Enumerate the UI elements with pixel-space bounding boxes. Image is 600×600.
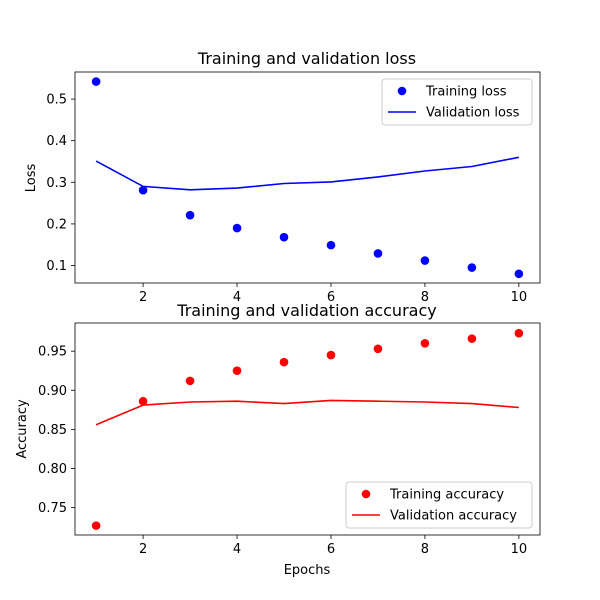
accuracy-chart-x-tick-label: 2 — [139, 542, 147, 557]
accuracy-chart-series-0-point — [279, 357, 289, 367]
loss-chart-series-1-line — [95, 156, 520, 191]
accuracy-chart-x-tick-label: 8 — [421, 542, 429, 557]
loss-chart-y-tick-label: 0.3 — [46, 176, 67, 191]
accuracy-chart-series-1-line — [95, 399, 519, 426]
loss-chart-legend-label: Validation loss — [426, 106, 520, 121]
loss-chart-y-tick-label: 0.2 — [46, 217, 67, 232]
loss-chart-plot-area: 2 4 6 8 10 0.1 0.2 0.3 0.4 0.5 Training loss Valida… — [46, 71, 541, 305]
loss-chart-x-tick-label: 10 — [511, 290, 528, 305]
accuracy-chart-series-0-point — [420, 339, 430, 348]
loss-chart: Training and validation loss Loss 2 4 6 8 10… — [24, 49, 541, 305]
accuracy-chart-series-0-point — [514, 328, 524, 338]
accuracy-chart-title: Training and validation accuracy — [176, 301, 436, 320]
loss-chart-x-tick-label: 4 — [233, 290, 241, 305]
loss-chart-series-0-point — [420, 256, 430, 265]
accuracy-chart-legend-box — [345, 481, 533, 529]
loss-chart-legend: Training loss Validation loss — [381, 78, 533, 126]
accuracy-chart-y-tick-label: 0.90 — [38, 384, 67, 399]
accuracy-chart-series-0-point — [373, 344, 383, 354]
loss-chart-x-tick-label: 8 — [421, 290, 429, 305]
loss-chart-series-0-point — [514, 269, 524, 279]
accuracy-chart-y-tick-label: 0.85 — [38, 423, 67, 438]
accuracy-chart-series-0-point — [467, 334, 477, 343]
loss-chart-series-0-point — [138, 185, 148, 195]
accuracy-chart-series-0-point — [326, 350, 336, 360]
accuracy-chart-series-0-point — [185, 376, 195, 386]
loss-chart-x-tick-label: 6 — [327, 290, 335, 305]
accuracy-chart-x-tick-label: 6 — [327, 542, 335, 557]
loss-chart-series-0-point — [467, 263, 477, 272]
loss-chart-series-0-point — [279, 232, 289, 242]
accuracy-chart-x-tick-label: 4 — [233, 542, 241, 557]
accuracy-chart-y-tick-label: 0.75 — [38, 501, 67, 516]
accuracy-chart-xlabel: Epochs — [284, 563, 331, 578]
loss-chart-series-0-point — [91, 77, 101, 86]
accuracy-chart-ylabel: Accuracy — [15, 399, 30, 459]
accuracy-chart-y-tick-label: 0.80 — [38, 462, 67, 477]
accuracy-chart: Training and validation accuracy Accurac… — [15, 301, 541, 578]
loss-chart-series-0-point — [373, 249, 383, 258]
accuracy-chart-legend: Training accuracy Validation accuracy — [345, 481, 533, 529]
accuracy-chart-plot-area: 2 4 6 8 10 0.75 0.80 0.85 0.90 0.95 Training accur… — [38, 322, 541, 557]
loss-chart-title: Training and validation loss — [197, 49, 416, 68]
accuracy-chart-x-tick-label: 10 — [511, 542, 528, 557]
accuracy-chart-y-tick-label: 0.95 — [38, 345, 67, 360]
accuracy-chart-legend-label: Training accuracy — [389, 488, 504, 503]
accuracy-chart-series-0-point — [232, 366, 242, 376]
loss-chart-legend-marker-swatch — [397, 86, 407, 96]
accuracy-chart-series-0-point — [138, 396, 148, 406]
loss-chart-series-0-point — [326, 240, 336, 250]
loss-chart-ylabel: Loss — [24, 164, 39, 193]
loss-chart-legend-box — [381, 78, 533, 126]
accuracy-chart-legend-marker-swatch — [361, 489, 371, 499]
loss-chart-legend-label: Training loss — [425, 85, 507, 100]
accuracy-chart-series-0-point — [91, 521, 101, 530]
accuracy-chart-legend-label: Validation accuracy — [390, 509, 517, 524]
loss-chart-series-0-point — [232, 223, 242, 233]
loss-chart-series-0-point — [185, 210, 195, 220]
loss-chart-y-tick-label: 0.4 — [46, 134, 67, 149]
loss-chart-axes-frame — [74, 71, 541, 284]
loss-chart-y-tick-label: 0.1 — [46, 259, 67, 274]
loss-chart-x-tick-label: 2 — [139, 290, 147, 305]
loss-chart-y-tick-label: 0.5 — [46, 93, 67, 108]
